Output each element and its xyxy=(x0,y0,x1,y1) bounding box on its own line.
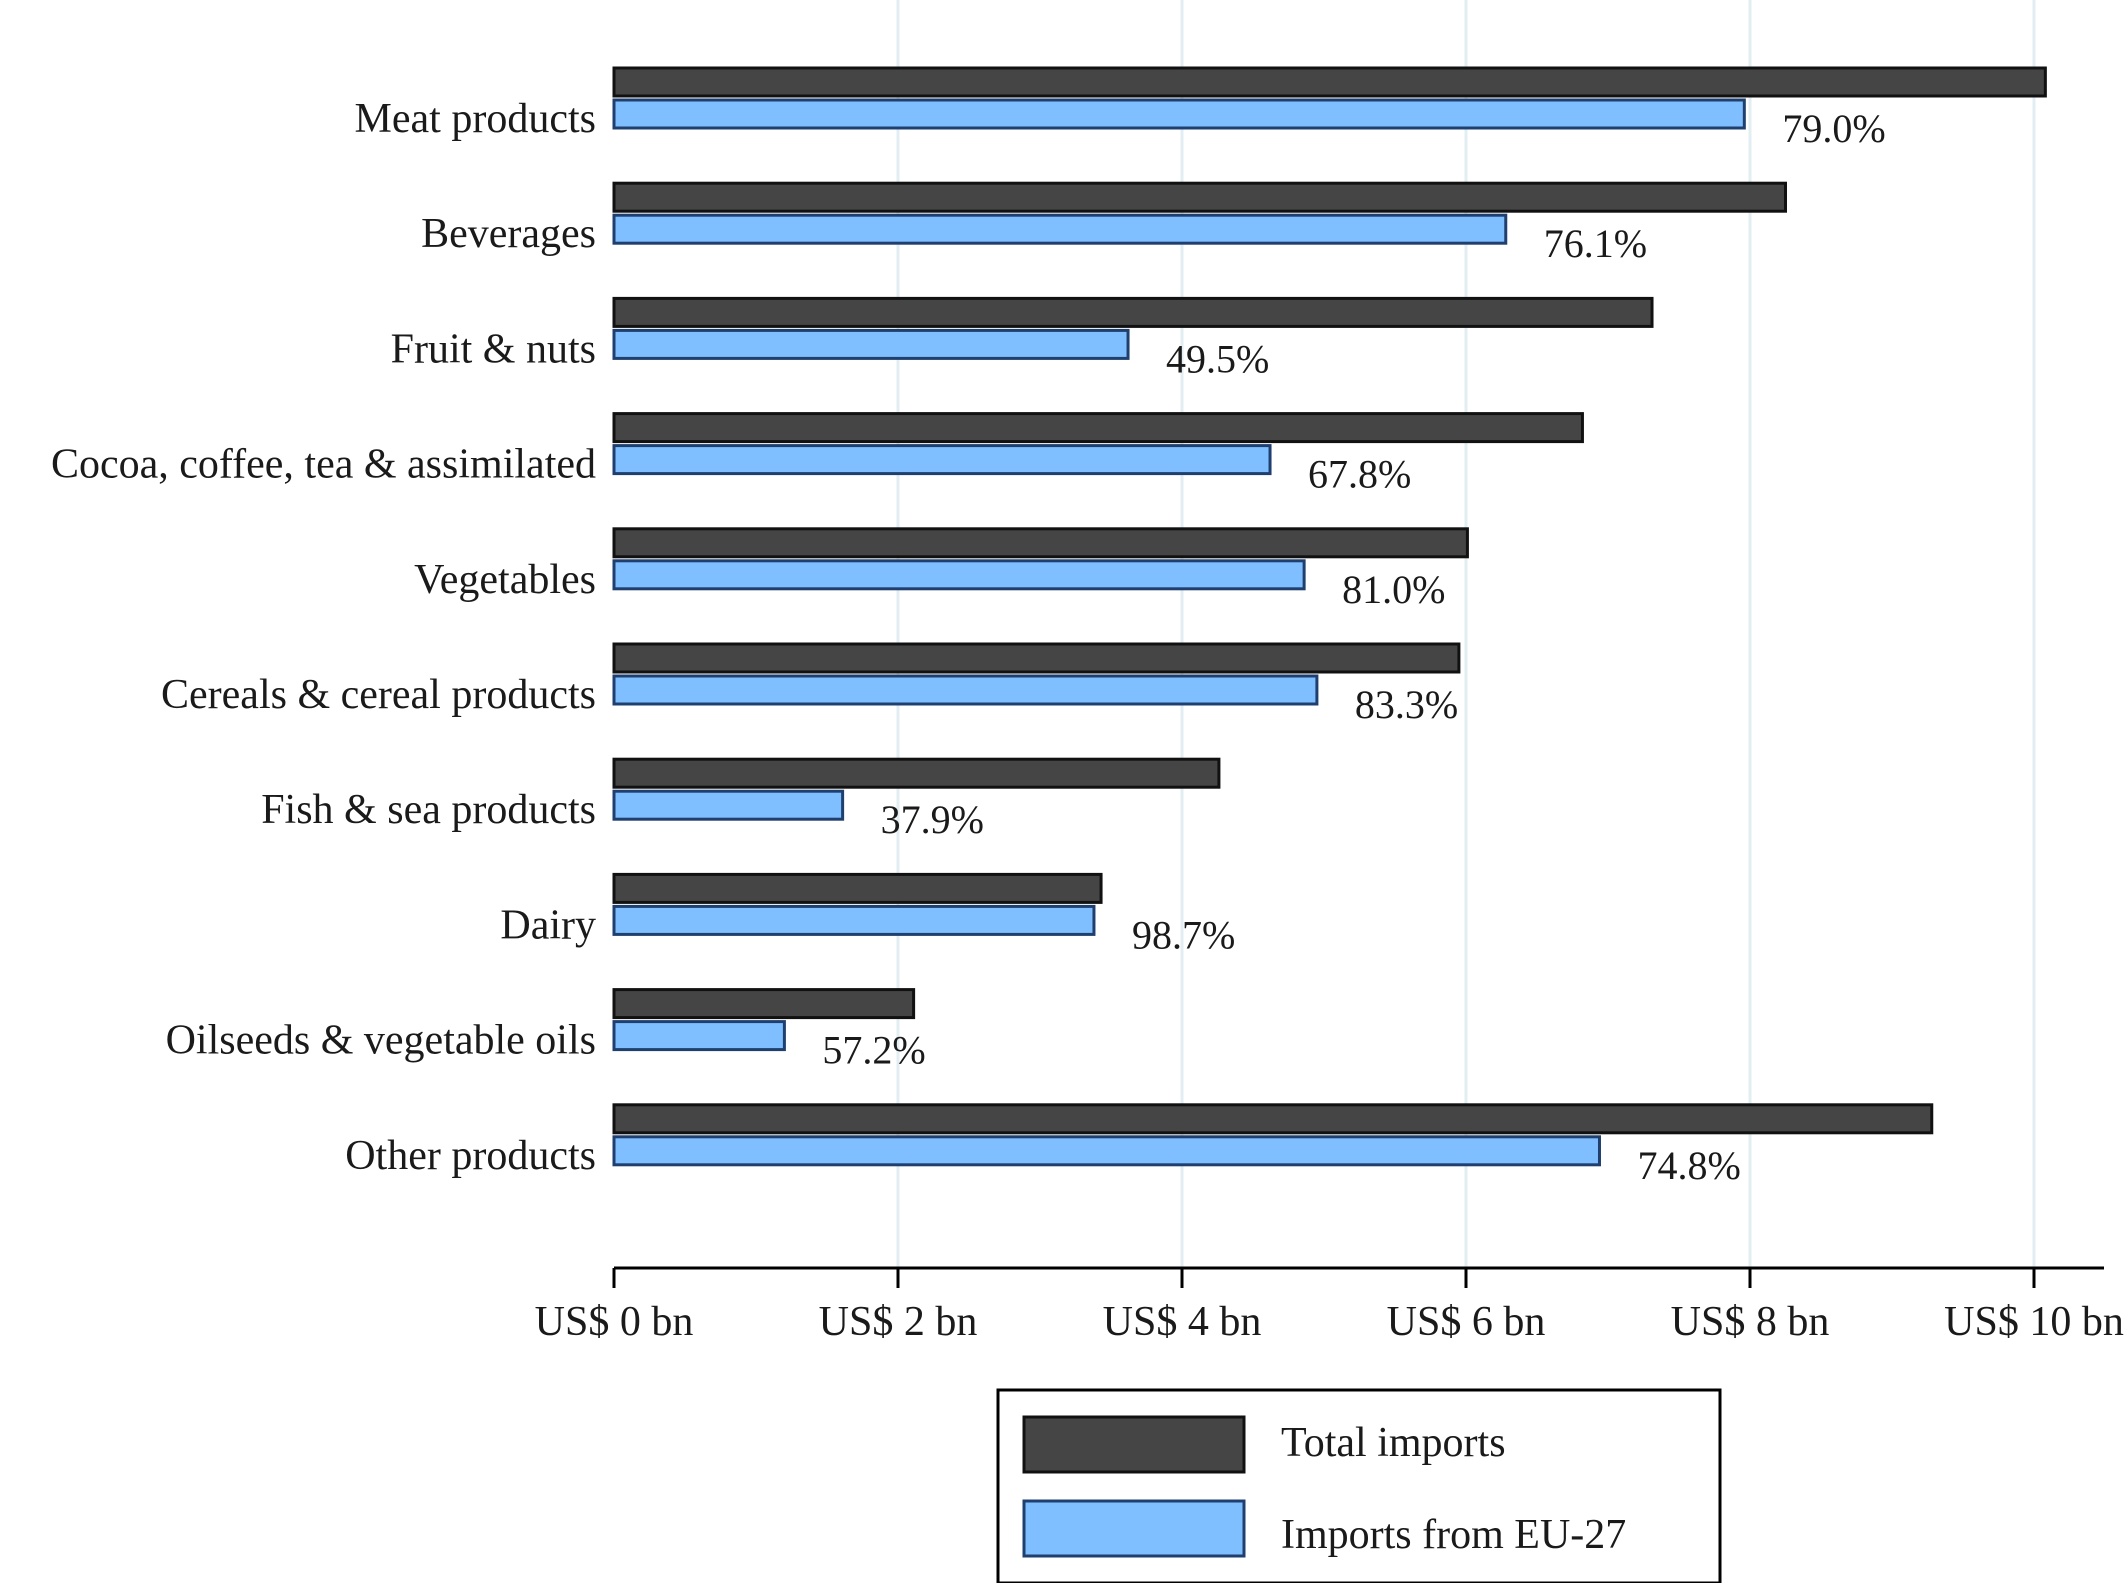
category-label: Beverages xyxy=(421,211,596,257)
category-label: Fruit & nuts xyxy=(391,326,596,372)
x-axis: US$ 0 bn US$ 2 bn US$ 4 bn US$ 6 bn US$ 8 bn… xyxy=(535,1266,2124,1345)
x-tick-label: US$ 2 bn xyxy=(819,1299,978,1345)
category-label: Dairy xyxy=(500,902,596,948)
x-tick-label: US$ 8 bn xyxy=(1671,1299,1830,1345)
category-label: Oilseeds & vegetable oils xyxy=(166,1018,596,1064)
share-label: 76.1% xyxy=(1544,221,1647,266)
share-labels: 79.0% 76.1% 49.5% 67.8% 81.0% 83.3% 37.9% 98.7%… xyxy=(822,106,1885,1188)
x-tick-label: US$ 6 bn xyxy=(1387,1299,1546,1345)
share-label: 74.8% xyxy=(1637,1143,1740,1188)
share-label: 98.7% xyxy=(1132,912,1235,957)
category-label: Other products xyxy=(345,1133,596,1179)
category-label: Fish & sea products xyxy=(261,787,596,833)
bar-imports-eu27 xyxy=(612,789,845,821)
bar-total-imports xyxy=(612,296,1654,328)
bar-total-imports xyxy=(612,527,1469,559)
x-tick-label: US$ 10 bn xyxy=(1944,1299,2124,1345)
bar-total-imports xyxy=(612,66,2047,98)
bar-imports-eu27 xyxy=(612,328,1130,360)
category-label: Meat products xyxy=(355,96,596,142)
bar-total-imports xyxy=(612,1103,1934,1135)
category-label: Cereals & cereal products xyxy=(161,672,596,718)
share-label: 81.0% xyxy=(1342,567,1445,612)
legend-label-imports-eu27: Imports from EU-27 xyxy=(1281,1512,1626,1558)
x-tick-label: US$ 0 bn xyxy=(535,1299,694,1345)
bar-imports-eu27 xyxy=(612,559,1306,591)
bar-total-imports xyxy=(612,872,1103,904)
category-label: Vegetables xyxy=(414,557,596,603)
category-label: Cocoa, coffee, tea & assimilated xyxy=(51,442,596,488)
bar-imports-eu27 xyxy=(612,444,1272,476)
bars xyxy=(612,66,2047,1167)
category-labels: Meat products Beverages Fruit & nuts Cocoa,… xyxy=(51,96,596,1179)
x-tick-label: US$ 4 bn xyxy=(1103,1299,1262,1345)
share-label: 67.8% xyxy=(1308,452,1411,497)
bar-total-imports xyxy=(612,412,1584,444)
bar-imports-eu27 xyxy=(612,1135,1601,1167)
share-label: 49.5% xyxy=(1166,336,1269,381)
bar-total-imports xyxy=(612,181,1787,213)
bar-total-imports xyxy=(612,757,1221,789)
legend-swatch-imports-eu27 xyxy=(1022,1499,1246,1558)
bar-imports-eu27 xyxy=(612,674,1319,706)
share-label: 83.3% xyxy=(1355,682,1458,727)
bar-imports-eu27 xyxy=(612,213,1508,245)
share-label: 37.9% xyxy=(881,797,984,842)
legend-label-total-imports: Total imports xyxy=(1281,1420,1506,1466)
bar-imports-eu27 xyxy=(612,1020,786,1052)
legend: Total imports Imports from EU-27 xyxy=(996,1388,1722,1585)
share-label: 79.0% xyxy=(1782,106,1885,151)
bar-total-imports xyxy=(612,988,916,1020)
bar-total-imports xyxy=(612,642,1461,674)
bar-imports-eu27 xyxy=(612,98,1746,130)
legend-swatch-total-imports xyxy=(1022,1415,1246,1474)
bar-imports-eu27 xyxy=(612,904,1096,936)
share-label: 57.2% xyxy=(822,1028,925,1073)
